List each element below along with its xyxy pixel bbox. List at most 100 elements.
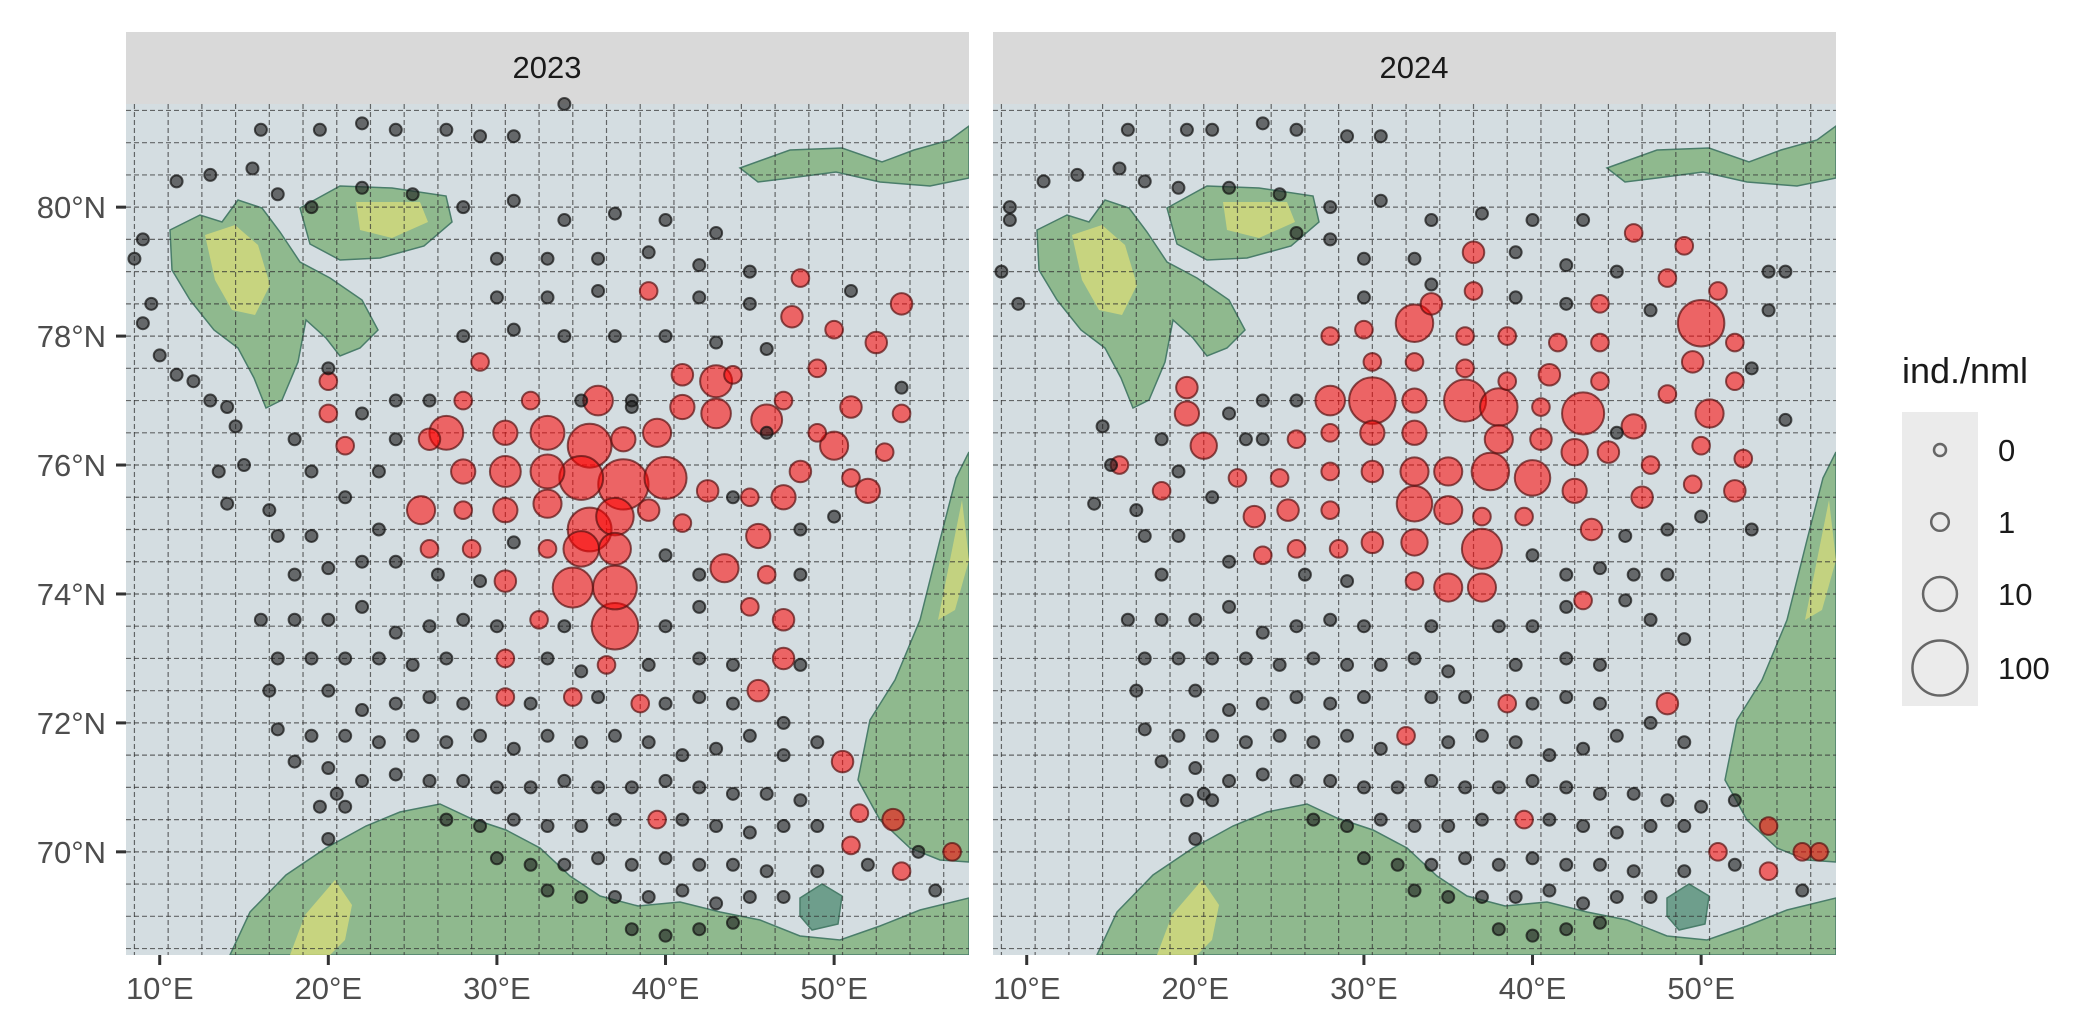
station-point-zero bbox=[1559, 651, 1574, 666]
station-point-positive bbox=[419, 539, 440, 559]
station-point-positive bbox=[874, 442, 895, 462]
y-tick-label: 70°N bbox=[37, 835, 106, 870]
station-point-zero bbox=[1618, 528, 1633, 543]
station-point-zero bbox=[1222, 406, 1237, 421]
station-point-positive bbox=[1354, 319, 1374, 340]
station-point-positive bbox=[1189, 431, 1218, 460]
station-point-positive bbox=[1725, 371, 1745, 392]
x-axis-2023: 10°E 20°E 30°E 40°E 50°E bbox=[126, 955, 868, 1006]
station-point-zero bbox=[1407, 651, 1422, 666]
station-point-zero bbox=[742, 889, 757, 904]
x-tick-label: 30°E bbox=[463, 971, 531, 1006]
station-point-zero bbox=[1289, 225, 1304, 240]
station-point-zero bbox=[203, 393, 218, 408]
station-point-zero bbox=[1441, 735, 1456, 750]
station-point-positive bbox=[891, 861, 912, 882]
station-point-zero bbox=[506, 535, 521, 550]
station-point-zero bbox=[456, 200, 471, 215]
station-point-zero bbox=[1011, 296, 1026, 311]
x-tick-label: 20°E bbox=[1162, 971, 1230, 1006]
station-point-zero bbox=[574, 889, 589, 904]
station-point-positive bbox=[492, 497, 519, 524]
station-point-positive bbox=[723, 364, 743, 385]
station-point-zero bbox=[1070, 167, 1085, 182]
station-point-positive bbox=[771, 646, 796, 671]
station-point-positive bbox=[745, 522, 772, 550]
station-point-positive bbox=[1461, 240, 1486, 265]
station-point-zero bbox=[540, 251, 555, 266]
station-point-zero bbox=[489, 780, 504, 795]
station-point-zero bbox=[709, 335, 724, 350]
station-point-zero bbox=[591, 283, 606, 298]
station-point-positive bbox=[1497, 371, 1518, 392]
station-point-zero bbox=[338, 799, 353, 814]
station-point-zero bbox=[860, 857, 875, 872]
station-point-positive bbox=[596, 655, 617, 675]
station-point-positive bbox=[1320, 461, 1341, 482]
station-point-positive bbox=[630, 693, 651, 714]
station-point-zero bbox=[1323, 612, 1338, 627]
landmass-svalbard-highland bbox=[1072, 225, 1137, 315]
station-point-positive bbox=[1360, 530, 1385, 555]
station-point-zero bbox=[1323, 200, 1338, 215]
station-point-zero bbox=[186, 374, 201, 389]
station-point-zero bbox=[1373, 193, 1388, 208]
station-point-positive bbox=[1401, 419, 1428, 446]
station-point-positive bbox=[1733, 448, 1754, 469]
station-point-zero bbox=[321, 761, 336, 776]
station-point-positive bbox=[562, 530, 600, 568]
station-point-zero bbox=[1137, 651, 1152, 666]
station-point-zero bbox=[1576, 819, 1591, 834]
station-point-positive bbox=[770, 484, 797, 511]
station-point-zero bbox=[725, 657, 740, 672]
station-point-zero bbox=[725, 915, 740, 930]
station-point-zero bbox=[742, 296, 757, 311]
station-point-zero bbox=[1238, 651, 1253, 666]
station-point-zero bbox=[489, 851, 504, 866]
station-point-positive bbox=[1286, 429, 1307, 450]
station-point-zero bbox=[1744, 361, 1759, 376]
station-point-zero bbox=[641, 245, 656, 260]
station-point-zero bbox=[1458, 690, 1473, 705]
station-point-zero bbox=[473, 574, 488, 589]
station-point-positive bbox=[562, 687, 583, 707]
station-point-zero bbox=[540, 290, 555, 305]
station-point-positive bbox=[1286, 539, 1307, 559]
station-point-positive bbox=[1537, 363, 1562, 387]
station-point-zero bbox=[692, 690, 707, 705]
station-point-zero bbox=[759, 786, 774, 801]
station-point-zero bbox=[1491, 857, 1506, 872]
station-point-positive bbox=[558, 455, 605, 501]
station-point-zero bbox=[1356, 619, 1371, 634]
y-tick-label: 72°N bbox=[37, 706, 106, 741]
station-point-zero bbox=[489, 619, 504, 634]
station-point-zero bbox=[1289, 690, 1304, 705]
station-point-positive bbox=[670, 363, 695, 387]
station-point-zero bbox=[1643, 715, 1658, 730]
station-point-positive bbox=[1320, 422, 1341, 443]
station-point-zero bbox=[1340, 728, 1355, 743]
station-point-zero bbox=[793, 793, 808, 808]
station-point-positive bbox=[1399, 456, 1430, 487]
legend-key-circle bbox=[1911, 639, 1969, 697]
station-point-zero bbox=[1188, 612, 1203, 627]
station-point-zero bbox=[1643, 303, 1658, 318]
station-point-zero bbox=[1188, 831, 1203, 846]
station-point-positive bbox=[450, 458, 477, 485]
landmass-nordaustlandet-highland bbox=[1223, 202, 1295, 238]
station-point-positive bbox=[1242, 504, 1267, 529]
station-point-zero bbox=[506, 741, 521, 756]
y-tick-label: 78°N bbox=[37, 319, 106, 354]
facet-strip-2024 bbox=[993, 32, 1836, 104]
x-tick-label: 10°E bbox=[993, 971, 1061, 1006]
station-point-zero bbox=[1356, 290, 1371, 305]
station-point-zero bbox=[1525, 773, 1540, 788]
station-point-zero bbox=[439, 735, 454, 750]
station-point-zero bbox=[1592, 786, 1607, 801]
station-point-positive bbox=[1173, 400, 1201, 427]
station-point-zero bbox=[658, 773, 673, 788]
station-point-zero bbox=[1508, 245, 1523, 260]
station-point-positive bbox=[1400, 528, 1429, 557]
station-point-zero bbox=[1525, 548, 1540, 563]
station-point-zero bbox=[1660, 567, 1675, 582]
